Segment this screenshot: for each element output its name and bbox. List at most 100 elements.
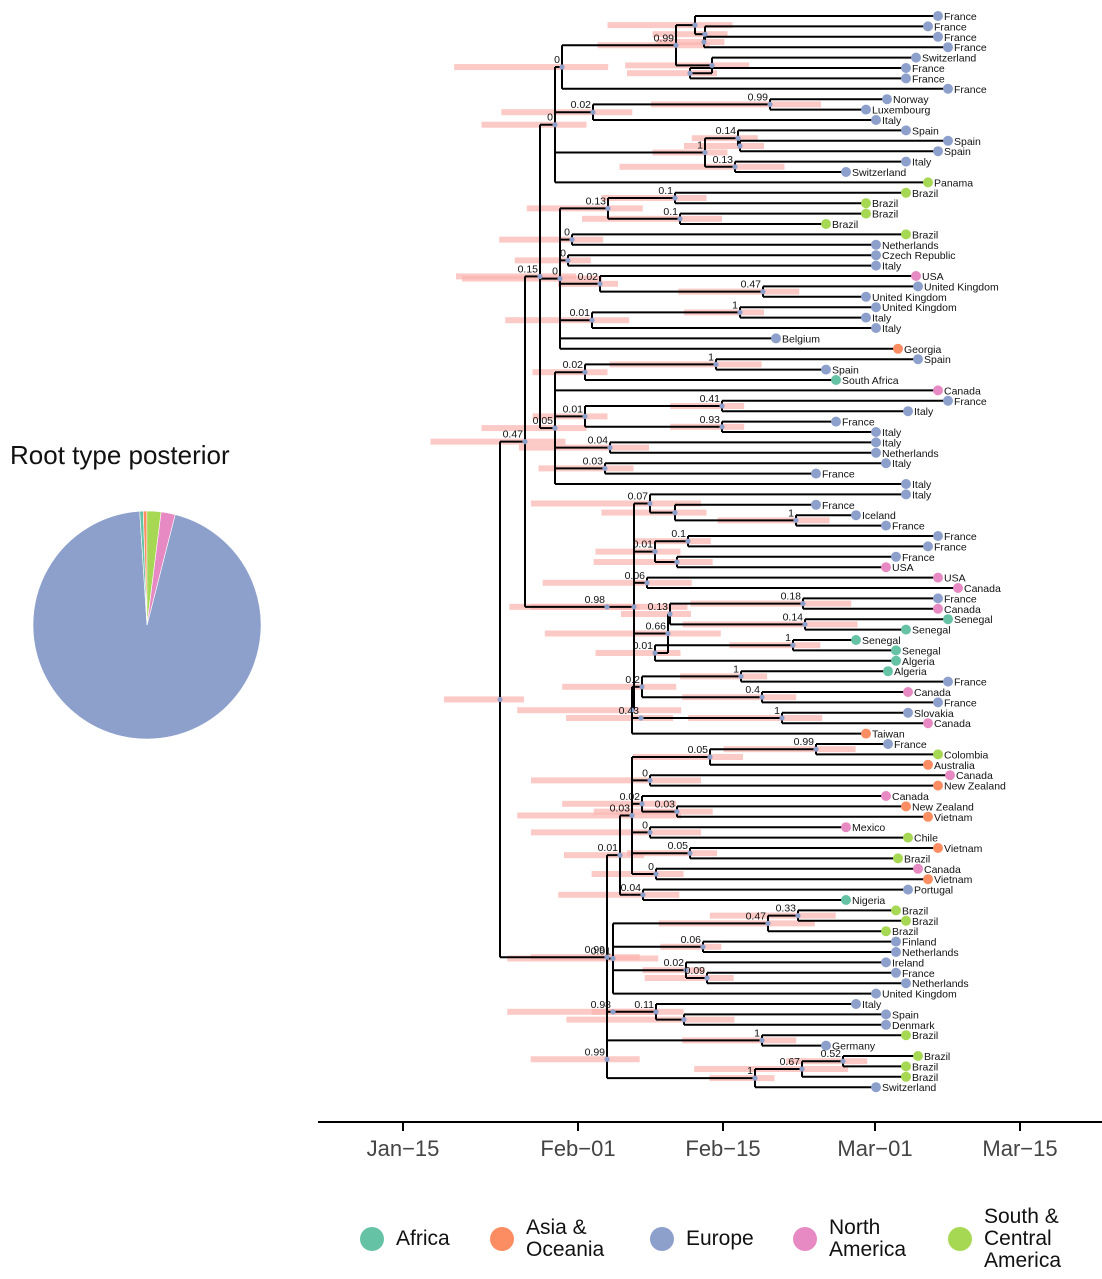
- internal-node: [700, 944, 706, 950]
- hpd-bar: [562, 800, 677, 807]
- tip-dot-northamerica: [923, 718, 933, 729]
- tip-label: Brazil: [924, 1051, 950, 1063]
- tip-label: Luxembourg: [872, 105, 931, 117]
- tip-dot-europe: [943, 135, 953, 146]
- legend-dot: [948, 1227, 972, 1251]
- legend-dot: [360, 1227, 384, 1251]
- internal-node: [737, 143, 743, 149]
- hpd-bar: [456, 273, 576, 280]
- tip-dot-southcentralamerica: [901, 187, 911, 198]
- tip-dot-europe: [911, 52, 921, 63]
- hpd-bar: [619, 163, 785, 170]
- node-posterior-label: 0.03: [610, 803, 631, 815]
- internal-node: [569, 237, 575, 243]
- tip-label: France: [822, 469, 855, 481]
- internal-node: [795, 913, 801, 919]
- internal-node: [813, 746, 819, 752]
- node-posterior-label: 0.99: [794, 736, 815, 748]
- node-posterior-label: 1: [733, 663, 739, 675]
- internal-node: [735, 135, 741, 141]
- node-posterior-label: 0.47: [503, 429, 524, 441]
- internal-node: [610, 1009, 616, 1015]
- internal-node: [590, 109, 596, 115]
- tip-label: Italy: [912, 157, 932, 169]
- tip-dot-africa: [831, 375, 841, 385]
- tip-dot-asia: [861, 728, 871, 739]
- tip-dot-southcentralamerica: [901, 915, 911, 926]
- hpd-bar: [656, 39, 725, 45]
- tip-label: France: [902, 968, 935, 980]
- tip-label: France: [934, 541, 967, 553]
- internal-node: [605, 205, 611, 211]
- node-posterior-label: 0.01: [563, 403, 584, 415]
- node-posterior-label: 0.1: [658, 185, 673, 197]
- tip-dot-europe: [771, 333, 781, 344]
- tip-dot-northamerica: [841, 822, 851, 833]
- node-posterior-label: 0.66: [646, 621, 667, 633]
- tip-label: France: [944, 697, 977, 709]
- tip-label: France: [912, 63, 945, 75]
- internal-node: [677, 216, 683, 222]
- tree-nodes: [497, 22, 846, 1081]
- internal-node: [800, 601, 806, 607]
- node-posterior-label: 0: [552, 266, 558, 278]
- node-posterior-label: 0.13: [713, 154, 734, 166]
- tip-label: Colombia: [944, 749, 989, 761]
- tip-label: Senegal: [912, 625, 951, 637]
- tip-dot-europe: [901, 63, 911, 73]
- tip-label: USA: [892, 562, 914, 574]
- legend-label: Europe: [686, 1227, 754, 1250]
- node-posterior-label: 0.01: [570, 307, 591, 319]
- tip-dot-northamerica: [913, 863, 923, 874]
- internal-node: [683, 967, 689, 973]
- tip-label: Italy: [882, 323, 902, 335]
- tip-dot-europe: [903, 884, 913, 895]
- internal-node: [638, 715, 644, 721]
- node-posterior-label: 0.09: [685, 965, 706, 977]
- hpd-bar: [517, 812, 682, 819]
- internal-node: [799, 1066, 805, 1072]
- region-legend: Africa Asia & Oceania Europe North America S…: [350, 1200, 1100, 1278]
- tip-dot-africa: [841, 895, 851, 905]
- legend-label: Asia & Oceania: [526, 1216, 605, 1261]
- tip-dot-asia: [933, 843, 943, 853]
- legend-label: North America: [829, 1216, 907, 1261]
- x-axis-tick-label: Feb−15: [685, 1136, 760, 1161]
- root-type-pie-chart: [32, 510, 262, 740]
- tip-dot-europe: [903, 406, 913, 417]
- tip-label: Canada: [892, 791, 929, 803]
- node-posterior-label: 1: [732, 299, 738, 311]
- tip-dot-europe: [901, 125, 911, 136]
- tip-label: Italy: [914, 406, 934, 418]
- legend-label: Africa: [396, 1227, 450, 1250]
- hpd-bar: [564, 852, 644, 859]
- x-axis-tick-label: Mar−15: [982, 1136, 1057, 1161]
- internal-node: [687, 70, 693, 76]
- tip-dot-europe: [881, 957, 891, 968]
- tip-dot-europe: [901, 479, 911, 489]
- tip-dot-europe: [901, 978, 911, 989]
- tip-label: Spain: [892, 1009, 919, 1021]
- tip-dot-europe: [933, 146, 943, 157]
- node-posterior-label: 0.06: [681, 934, 702, 946]
- tip-dot-europe: [943, 676, 953, 687]
- node-posterior-label: 0.05: [668, 840, 689, 852]
- internal-node: [582, 413, 588, 419]
- internal-node: [537, 273, 543, 280]
- tip-label: New Zealand: [912, 801, 974, 813]
- tip-dot-southcentralamerica: [821, 219, 831, 229]
- pie-slice-europe: [32, 510, 262, 740]
- node-posterior-label: 1: [788, 507, 794, 519]
- tip-dot-europe: [933, 531, 943, 541]
- tip-dot-southcentralamerica: [901, 1061, 911, 1072]
- node-posterior-label: 0.4: [745, 684, 760, 696]
- tip-dot-europe: [871, 250, 881, 261]
- tip-label: Netherlands: [882, 448, 939, 460]
- tip-dot-europe: [871, 239, 881, 250]
- tip-label: Taiwan: [872, 729, 905, 741]
- node-posterior-label: 0.11: [634, 999, 654, 1011]
- node-posterior-label: 0.18: [781, 591, 802, 603]
- tip-label: Brazil: [832, 219, 858, 231]
- internal-node: [840, 1058, 846, 1064]
- tip-label: Netherlands: [882, 240, 939, 252]
